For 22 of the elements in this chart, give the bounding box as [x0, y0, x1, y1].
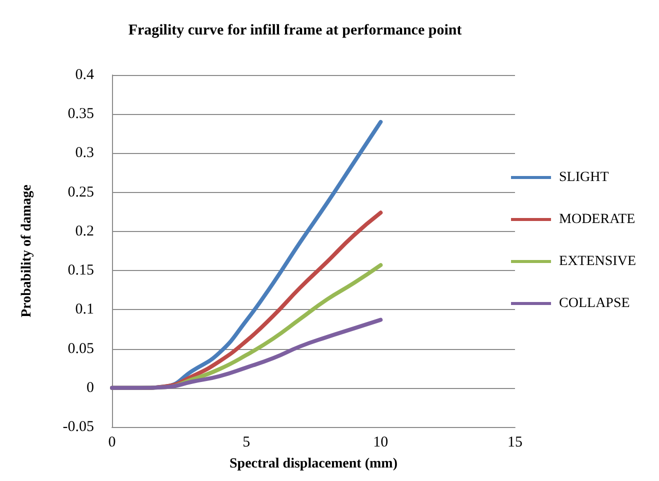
legend-label: SLIGHT — [559, 170, 610, 185]
y-tick-label: 0.3 — [75, 145, 94, 162]
x-tick-label: 0 — [108, 434, 116, 450]
legend-label: EXTENSIVE — [559, 254, 636, 269]
y-tick-label: -0.05 — [62, 419, 94, 435]
x-tick-label: 10 — [373, 434, 388, 450]
y-tick-label: 0.15 — [68, 262, 94, 279]
x-axis-title: Spectral displacement (mm) — [230, 456, 398, 472]
chart-title: Fragility curve for infill frame at performance point — [128, 22, 462, 38]
y-tick-label: 0.25 — [68, 184, 94, 200]
y-tick-label: 0.35 — [68, 106, 94, 122]
y-tick-label: 0.2 — [75, 223, 94, 240]
x-tick-label: 5 — [242, 434, 250, 450]
legend-label: MODERATE — [559, 212, 636, 227]
y-tick-label: 0.05 — [68, 340, 94, 357]
y-tick-label: 0 — [86, 380, 94, 396]
line-series — [110, 318, 383, 390]
y-tick-label: 0.1 — [75, 302, 94, 318]
y-tick-label: 0.4 — [75, 67, 94, 83]
x-tick-label: 15 — [508, 434, 522, 450]
legend-label: COLLAPSE — [559, 296, 630, 311]
y-axis-title: Probability of damage — [20, 184, 34, 318]
